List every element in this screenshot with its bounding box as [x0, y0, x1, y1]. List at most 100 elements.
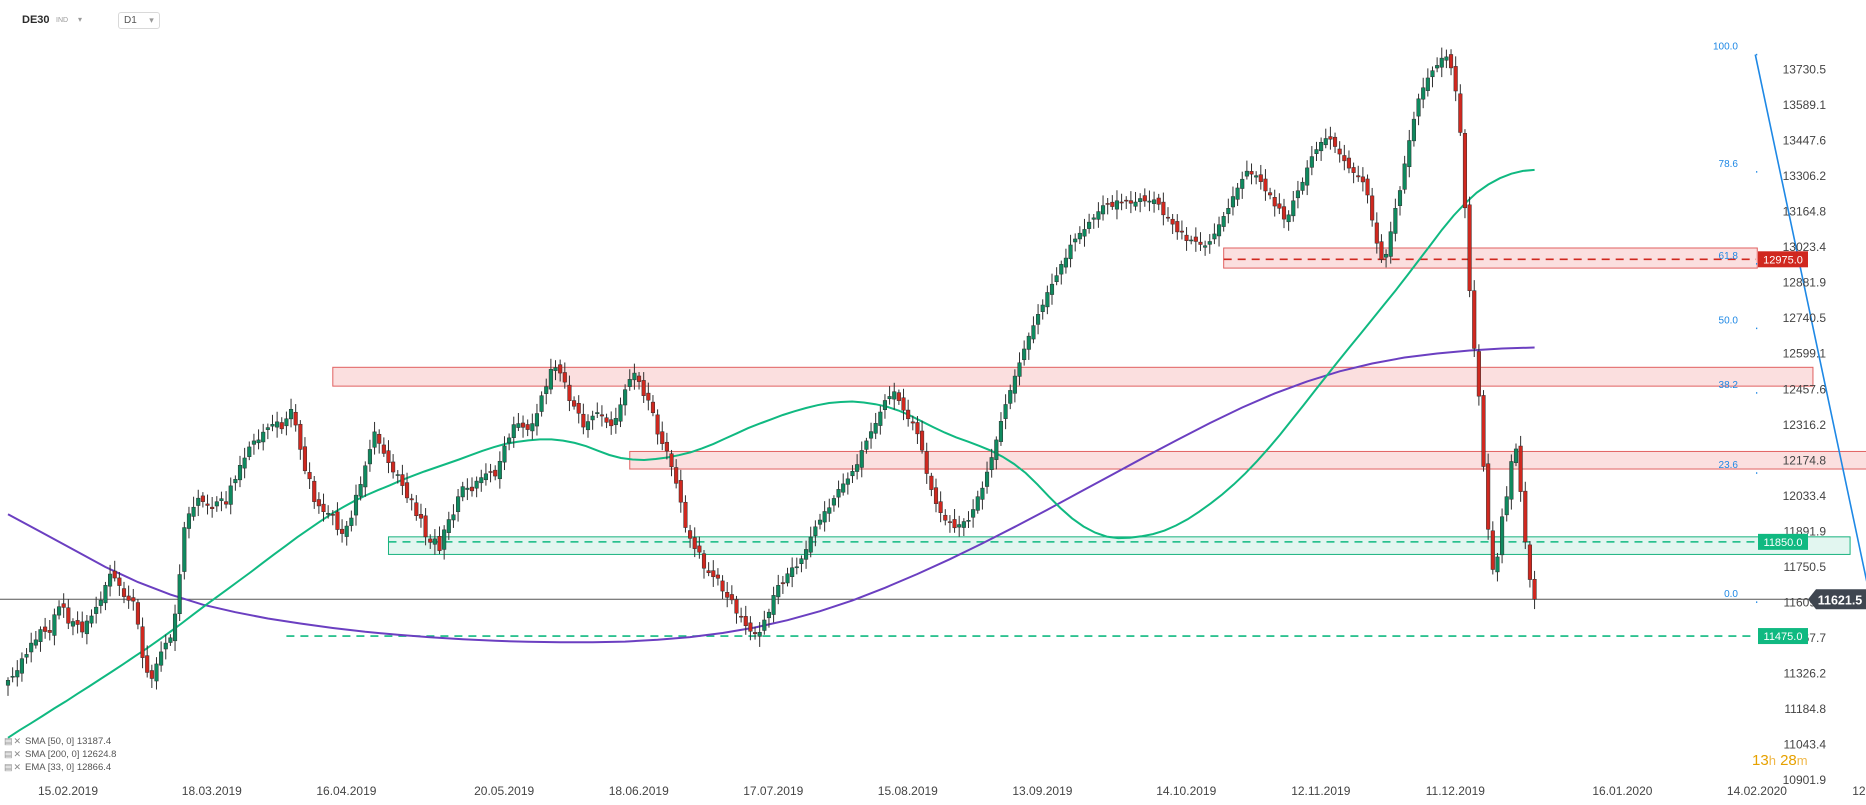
candle-body[interactable] [1105, 203, 1110, 205]
candle-body[interactable] [1189, 239, 1194, 242]
sma200-line[interactable] [7, 346, 1535, 644]
candle-body[interactable] [80, 621, 85, 633]
candle-body[interactable] [1133, 201, 1138, 207]
candle-body[interactable] [1319, 142, 1324, 152]
indicator-sma50[interactable]: ▤✕ SMA [50, 0] 13187.4 [4, 736, 111, 747]
candle-body[interactable] [887, 396, 892, 400]
candle-body[interactable] [1254, 175, 1259, 178]
candle-body[interactable] [701, 553, 707, 569]
candle-body[interactable] [1091, 217, 1096, 220]
candle-body[interactable] [1184, 234, 1189, 241]
candle-body[interactable] [808, 536, 813, 553]
resistance-zone[interactable] [332, 366, 1814, 387]
candle-body[interactable] [1128, 200, 1133, 204]
resistance-zone[interactable] [629, 450, 1866, 470]
candle-body[interactable] [298, 423, 303, 450]
candle-body[interactable] [205, 503, 210, 506]
candle-body[interactable] [1393, 208, 1398, 234]
candle-body[interactable] [1063, 257, 1068, 268]
candle-body[interactable] [799, 558, 804, 564]
candle-body[interactable] [502, 445, 507, 463]
candle-body[interactable] [1337, 148, 1342, 155]
candle-body[interactable] [5, 680, 11, 686]
candle-body[interactable] [920, 430, 925, 451]
candle-body[interactable] [1407, 140, 1412, 168]
candle-body[interactable] [288, 408, 294, 420]
candle-body[interactable] [391, 461, 396, 473]
candle-body[interactable] [947, 521, 952, 523]
indicator-settings-icon[interactable]: ▤✕ [4, 749, 23, 759]
candle-body[interactable] [367, 449, 372, 465]
candle-body[interactable] [520, 422, 526, 428]
candle-body[interactable] [33, 639, 38, 646]
candle-body[interactable] [1017, 362, 1022, 377]
candle-body[interactable] [483, 473, 488, 481]
candle-body[interactable] [1073, 238, 1078, 243]
candle-body[interactable] [553, 367, 558, 371]
candle-body[interactable] [915, 422, 920, 435]
candle-body[interactable] [938, 501, 943, 513]
candle-body[interactable] [1161, 201, 1166, 216]
candle-body[interactable] [585, 421, 591, 431]
candle-body[interactable] [1138, 198, 1143, 202]
candle-body[interactable] [1346, 157, 1352, 169]
candle-body[interactable] [418, 514, 424, 519]
candle-body[interactable] [196, 497, 201, 506]
candle-body[interactable] [599, 414, 604, 417]
candle-body[interactable] [674, 467, 679, 484]
candle-body[interactable] [1203, 245, 1208, 248]
candle-body[interactable] [576, 403, 581, 414]
candle-body[interactable] [353, 494, 359, 516]
candle-body[interactable] [1351, 167, 1356, 173]
candle-body[interactable] [697, 545, 702, 553]
candle-body[interactable] [442, 529, 447, 550]
candle-body[interactable] [539, 395, 544, 412]
candle-body[interactable] [256, 439, 261, 444]
candle-body[interactable] [544, 386, 549, 394]
candle-body[interactable] [850, 471, 855, 477]
candle-body[interactable] [1476, 351, 1481, 397]
candle-body[interactable] [428, 538, 433, 543]
candle-body[interactable] [623, 389, 628, 406]
candle-body[interactable] [1165, 216, 1171, 219]
candle-body[interactable] [845, 478, 850, 485]
candle-body[interactable] [660, 431, 665, 444]
candle-body[interactable] [1040, 304, 1045, 312]
candle-body[interactable] [548, 369, 553, 390]
candle-body[interactable] [1077, 232, 1082, 240]
candle-body[interactable] [878, 411, 883, 426]
candle-body[interactable] [841, 483, 846, 493]
candle-body[interactable] [140, 626, 145, 658]
candle-body[interactable] [446, 519, 451, 533]
candle-body[interactable] [66, 607, 71, 624]
candle-body[interactable] [1170, 218, 1175, 225]
indicator-sma200[interactable]: ▤✕ SMA [200, 0] 12624.8 [4, 749, 116, 760]
candle-body[interactable] [94, 606, 99, 614]
candle-body[interactable] [1152, 199, 1157, 204]
candle-body[interactable] [117, 577, 122, 586]
candle-body[interactable] [1513, 448, 1519, 463]
candle-body[interactable] [715, 574, 720, 579]
candle-body[interactable] [29, 642, 34, 653]
candle-body[interactable] [163, 642, 168, 650]
candle-body[interactable] [650, 401, 656, 414]
resistance-zone[interactable] [1223, 247, 1758, 269]
candle-body[interactable] [1388, 231, 1393, 257]
candle-body[interactable] [145, 655, 150, 673]
candle-body[interactable] [38, 629, 43, 642]
candle-body[interactable] [224, 501, 229, 505]
candle-body[interactable] [734, 599, 739, 614]
chevron-down-icon[interactable]: ▾ [78, 15, 83, 24]
candle-body[interactable] [112, 570, 117, 579]
candle-body[interactable] [933, 487, 939, 504]
candle-body[interactable] [613, 418, 618, 426]
candle-body[interactable] [400, 474, 405, 486]
candle-body[interactable] [1147, 200, 1152, 203]
candle-body[interactable] [349, 517, 354, 526]
candle-body[interactable] [43, 626, 48, 632]
candle-body[interactable] [1045, 292, 1050, 308]
candle-body[interactable] [395, 474, 400, 476]
candle-body[interactable] [743, 616, 748, 627]
candle-body[interactable] [321, 503, 326, 512]
